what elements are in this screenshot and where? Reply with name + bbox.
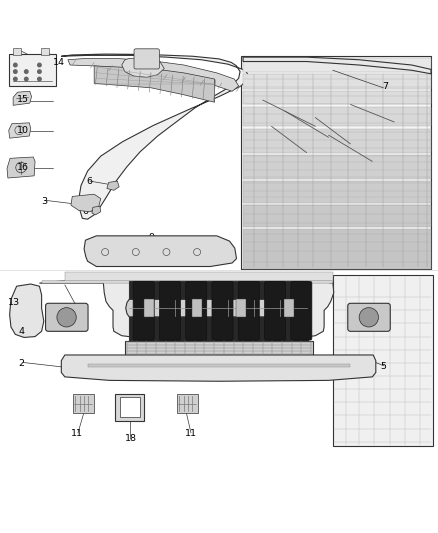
FancyBboxPatch shape <box>115 393 144 421</box>
Polygon shape <box>39 278 334 341</box>
Polygon shape <box>61 54 250 219</box>
Polygon shape <box>42 280 333 283</box>
FancyBboxPatch shape <box>284 299 294 317</box>
Circle shape <box>38 63 41 67</box>
Text: 6: 6 <box>82 207 88 216</box>
Polygon shape <box>122 59 164 77</box>
Text: 13: 13 <box>8 298 21 307</box>
Text: 11: 11 <box>71 429 83 438</box>
Polygon shape <box>88 364 350 367</box>
Text: 18: 18 <box>124 434 137 443</box>
Bar <box>0 271 438 486</box>
Polygon shape <box>9 123 31 138</box>
Polygon shape <box>61 355 376 381</box>
Polygon shape <box>125 341 313 355</box>
FancyBboxPatch shape <box>243 205 431 227</box>
Circle shape <box>14 70 17 74</box>
Text: 15: 15 <box>17 95 29 104</box>
FancyBboxPatch shape <box>129 280 308 341</box>
Polygon shape <box>126 300 310 317</box>
FancyBboxPatch shape <box>333 275 433 446</box>
FancyBboxPatch shape <box>243 229 431 269</box>
Text: 14: 14 <box>53 58 65 67</box>
Circle shape <box>14 63 17 67</box>
Text: 1: 1 <box>74 305 80 314</box>
Polygon shape <box>84 236 237 266</box>
FancyBboxPatch shape <box>243 155 431 179</box>
FancyBboxPatch shape <box>243 91 431 104</box>
FancyBboxPatch shape <box>159 281 180 340</box>
Polygon shape <box>10 284 44 337</box>
FancyBboxPatch shape <box>243 181 431 203</box>
Polygon shape <box>71 194 101 212</box>
Polygon shape <box>94 66 215 102</box>
Text: 2: 2 <box>18 359 24 368</box>
Circle shape <box>38 70 41 74</box>
FancyBboxPatch shape <box>186 281 207 340</box>
FancyBboxPatch shape <box>265 281 286 340</box>
FancyBboxPatch shape <box>238 281 259 340</box>
FancyBboxPatch shape <box>144 299 154 317</box>
FancyBboxPatch shape <box>134 49 159 69</box>
FancyBboxPatch shape <box>133 281 154 340</box>
Circle shape <box>57 308 76 327</box>
FancyBboxPatch shape <box>348 303 390 332</box>
FancyBboxPatch shape <box>73 394 94 413</box>
FancyBboxPatch shape <box>212 281 233 340</box>
Polygon shape <box>7 157 35 178</box>
Circle shape <box>359 308 378 327</box>
Circle shape <box>25 70 28 74</box>
Circle shape <box>25 77 28 81</box>
Polygon shape <box>243 57 431 74</box>
Text: 8: 8 <box>163 333 170 342</box>
Text: 17: 17 <box>160 255 173 263</box>
Text: 11: 11 <box>184 429 197 438</box>
FancyBboxPatch shape <box>41 49 49 54</box>
Text: 10: 10 <box>17 126 29 135</box>
Text: 4: 4 <box>18 327 24 336</box>
Polygon shape <box>68 59 239 91</box>
Circle shape <box>14 77 17 81</box>
Polygon shape <box>92 206 101 215</box>
FancyBboxPatch shape <box>192 299 202 317</box>
FancyBboxPatch shape <box>46 303 88 332</box>
FancyBboxPatch shape <box>243 128 431 152</box>
Text: 3: 3 <box>41 197 47 206</box>
Text: 6: 6 <box>87 177 93 187</box>
FancyBboxPatch shape <box>243 74 431 89</box>
FancyBboxPatch shape <box>236 299 246 317</box>
Text: 16: 16 <box>17 163 29 172</box>
Polygon shape <box>13 91 32 106</box>
FancyBboxPatch shape <box>241 56 431 269</box>
FancyBboxPatch shape <box>177 394 198 413</box>
Bar <box>0 50 438 271</box>
Circle shape <box>38 77 41 81</box>
Text: 7: 7 <box>382 83 389 92</box>
FancyBboxPatch shape <box>9 54 56 86</box>
FancyBboxPatch shape <box>243 107 431 126</box>
Polygon shape <box>107 181 119 190</box>
Text: 9: 9 <box>148 232 154 241</box>
FancyBboxPatch shape <box>243 59 431 71</box>
FancyBboxPatch shape <box>65 272 333 280</box>
FancyBboxPatch shape <box>120 398 140 417</box>
Text: 5: 5 <box>380 362 386 372</box>
FancyBboxPatch shape <box>291 281 312 340</box>
FancyBboxPatch shape <box>13 49 21 54</box>
